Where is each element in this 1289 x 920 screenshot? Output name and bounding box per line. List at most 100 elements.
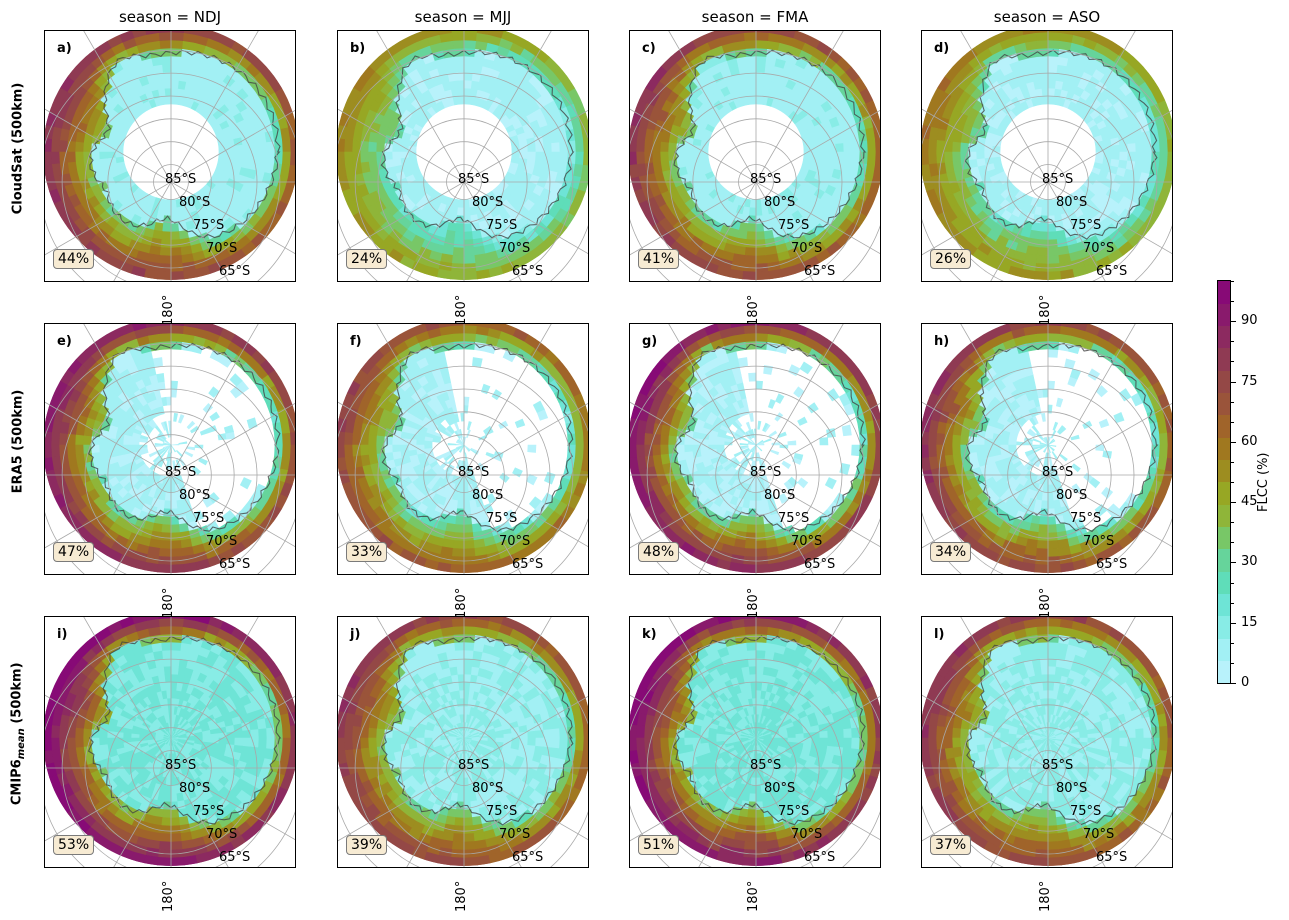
grid-cell [1047, 348, 1059, 358]
grid-cell [250, 142, 260, 153]
grid-cell [157, 31, 172, 33]
grid-cell [1034, 499, 1043, 509]
latitude-label: 65°S [1096, 557, 1128, 572]
panel-letter: e) [57, 334, 72, 349]
latitude-label: 85°S [1042, 172, 1074, 187]
grid-cell [74, 434, 84, 446]
grid-cell [175, 459, 182, 469]
grid-cell [470, 80, 480, 90]
grid-cell [755, 540, 768, 550]
grid-cell [284, 469, 295, 485]
grid-cell [195, 324, 211, 332]
grid-cell [851, 151, 861, 164]
grid-cell [1021, 31, 1036, 35]
grid-cell [400, 431, 410, 440]
grid-cell [367, 151, 377, 163]
grid-cell [935, 444, 945, 458]
row-label: CloudSat (500km) [10, 82, 25, 214]
latitude-label: 65°S [804, 264, 836, 279]
column-title: season = ASO [993, 8, 1101, 26]
grid-cell [715, 440, 725, 446]
grid-cell [1047, 564, 1062, 573]
grid-cell [290, 444, 295, 459]
grid-cell [1038, 63, 1049, 73]
grid-cell [873, 164, 880, 179]
grid-cell [290, 138, 295, 153]
grid-cell [951, 434, 961, 446]
latitude-label: 65°S [219, 264, 251, 279]
grid-cell [1047, 63, 1058, 73]
grid-cell [234, 151, 244, 160]
grid-cell [161, 524, 172, 534]
grid-cell [755, 524, 766, 534]
grid-cell [984, 431, 994, 440]
grid-cell [762, 80, 772, 90]
grid-cell [691, 144, 701, 153]
grid-cell [746, 231, 757, 241]
grid-cell [1167, 138, 1172, 153]
coastline [87, 342, 281, 532]
grid-cell [774, 412, 784, 422]
grid-cell [743, 31, 757, 41]
grid-cell [1047, 95, 1055, 105]
grid-cell [158, 324, 172, 334]
grid-cell [159, 540, 172, 550]
latitude-label: 85°S [458, 465, 490, 480]
grid-cell [742, 499, 751, 509]
grid-cell [50, 139, 60, 153]
grid-cell [768, 31, 783, 35]
grid-cell [282, 139, 292, 153]
grid-cell [162, 223, 172, 233]
grid-cell [1060, 562, 1075, 573]
grid-cell [1060, 31, 1075, 35]
grid-cell [1059, 453, 1068, 462]
grid-cell [453, 239, 465, 249]
mean-value-box: 47% [53, 542, 95, 562]
grid-cell [739, 446, 749, 451]
grid-cell [575, 444, 585, 458]
grid-cell [760, 459, 767, 469]
grid-cell [351, 139, 361, 153]
latitude-label: 75°S [193, 511, 225, 526]
grid-cell [131, 324, 147, 332]
grid-cell [583, 151, 588, 166]
grid-cell [66, 444, 76, 457]
grid-cell [575, 139, 585, 153]
grid-cell [635, 139, 645, 153]
grid-cell [448, 507, 458, 517]
grid-cell [803, 151, 813, 159]
grid-cell [391, 437, 401, 446]
grid-cell [859, 432, 869, 446]
latitude-label: 75°S [778, 511, 810, 526]
grid-cell [951, 151, 961, 163]
grid-cell [177, 80, 187, 90]
grid-cell [144, 269, 159, 280]
grid-cell [463, 324, 477, 334]
grid-cell [170, 548, 184, 558]
grid-cell [797, 416, 808, 426]
grid-cell [258, 141, 268, 153]
grid-cell [743, 324, 757, 334]
grid-cell [683, 444, 693, 453]
grid-cell [1161, 176, 1172, 192]
grid-cell [455, 516, 465, 526]
latitude-label: 85°S [1042, 465, 1074, 480]
grid-cell [351, 151, 361, 165]
grid-cell [875, 431, 880, 446]
grid-cell [207, 425, 218, 434]
longitude-gridline [698, 31, 844, 281]
grid-cell [746, 524, 757, 534]
grid-cell [172, 460, 177, 470]
grid-cell [288, 164, 295, 179]
panel-letter: f) [350, 334, 362, 349]
grid-cell [1037, 532, 1049, 542]
grid-cell [466, 421, 472, 431]
grid-cell [452, 340, 465, 350]
grid-cell [1110, 158, 1120, 168]
grid-cell [1098, 418, 1110, 429]
latitude-label: 75°S [1070, 218, 1102, 233]
grid-cell [107, 138, 117, 147]
grid-cell [745, 421, 752, 431]
grid-cell [503, 509, 517, 522]
grid-cell [643, 139, 653, 153]
